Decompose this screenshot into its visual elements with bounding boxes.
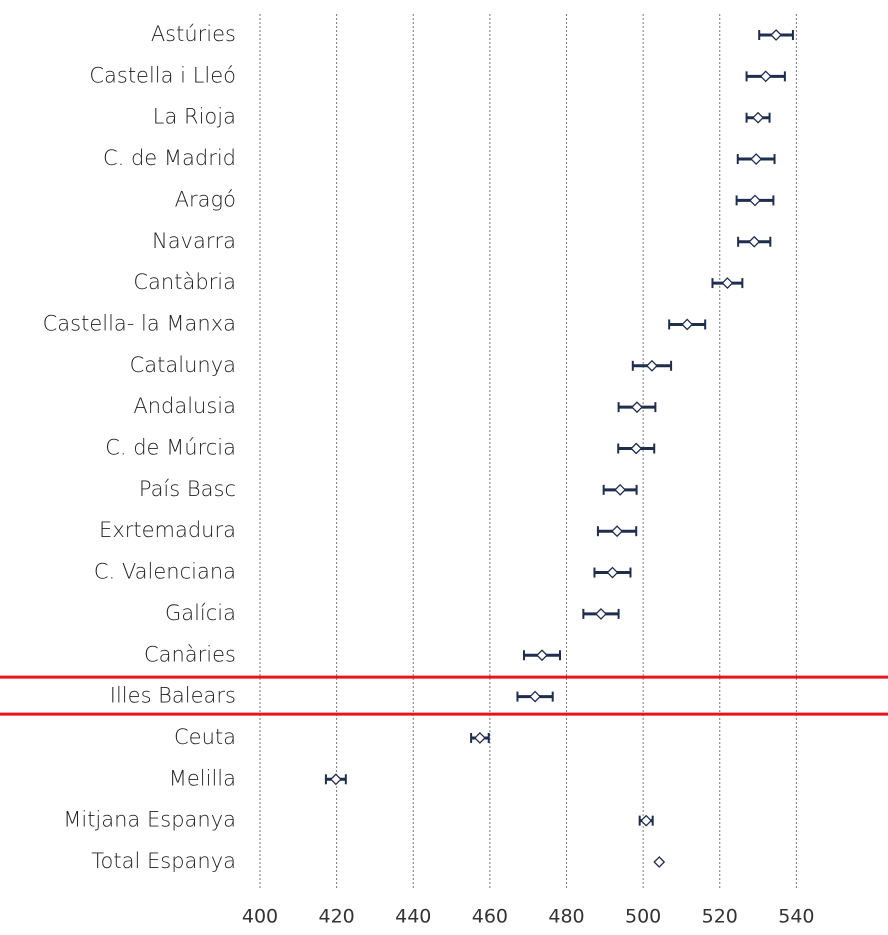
point xyxy=(631,401,643,414)
category-label: C. Valenciana xyxy=(94,560,236,584)
category-label: La Rioja xyxy=(153,105,236,129)
category-label: Ceuta xyxy=(174,725,236,749)
point xyxy=(614,483,627,496)
x-tick-label: 440 xyxy=(395,906,431,928)
point xyxy=(752,111,764,124)
point xyxy=(721,277,734,290)
category-label: Catalunya xyxy=(130,353,236,377)
point xyxy=(536,649,548,662)
category-label: Mitjana Espanya xyxy=(63,808,236,832)
category-label: C. de Múrcia xyxy=(105,436,236,460)
category-label: Navarra xyxy=(152,229,236,253)
point xyxy=(759,70,772,83)
point xyxy=(681,318,694,331)
point xyxy=(748,235,761,248)
category-label: Castella i Lleó xyxy=(89,63,236,87)
category-label: Total Espanya xyxy=(91,849,236,873)
category-label: Exrtemadura xyxy=(99,518,236,542)
x-tick-label: 540 xyxy=(778,906,814,928)
x-tick-label: 520 xyxy=(702,906,738,928)
point xyxy=(646,359,658,372)
category-label: Andalusia xyxy=(133,394,236,418)
x-tick-label: 460 xyxy=(472,906,508,928)
point xyxy=(606,566,619,579)
x-tick-label: 480 xyxy=(548,906,584,928)
x-tick-label: 420 xyxy=(318,906,354,928)
point xyxy=(770,29,782,41)
point xyxy=(529,690,542,703)
point xyxy=(473,732,486,744)
point xyxy=(653,856,666,868)
category-label: Melilla xyxy=(169,766,236,790)
point xyxy=(750,153,763,165)
point xyxy=(329,773,342,786)
point xyxy=(640,814,653,827)
category-label: Castella- la Manxa xyxy=(43,311,236,335)
x-tick-label: 400 xyxy=(242,906,278,928)
point xyxy=(749,194,761,207)
category-label: Aragó xyxy=(175,187,236,211)
category-label: C. de Madrid xyxy=(103,146,236,170)
category-label: Illes Balears xyxy=(110,684,236,708)
point xyxy=(630,442,643,455)
category-label: Astúries xyxy=(151,22,236,46)
point xyxy=(595,607,607,620)
category-label: Galícia xyxy=(165,601,236,625)
x-tick-label: 500 xyxy=(625,906,661,928)
category-label: Cantàbria xyxy=(133,270,236,294)
category-label: País Basc xyxy=(139,477,236,501)
category-label: Canàries xyxy=(144,642,236,666)
point xyxy=(611,525,623,538)
